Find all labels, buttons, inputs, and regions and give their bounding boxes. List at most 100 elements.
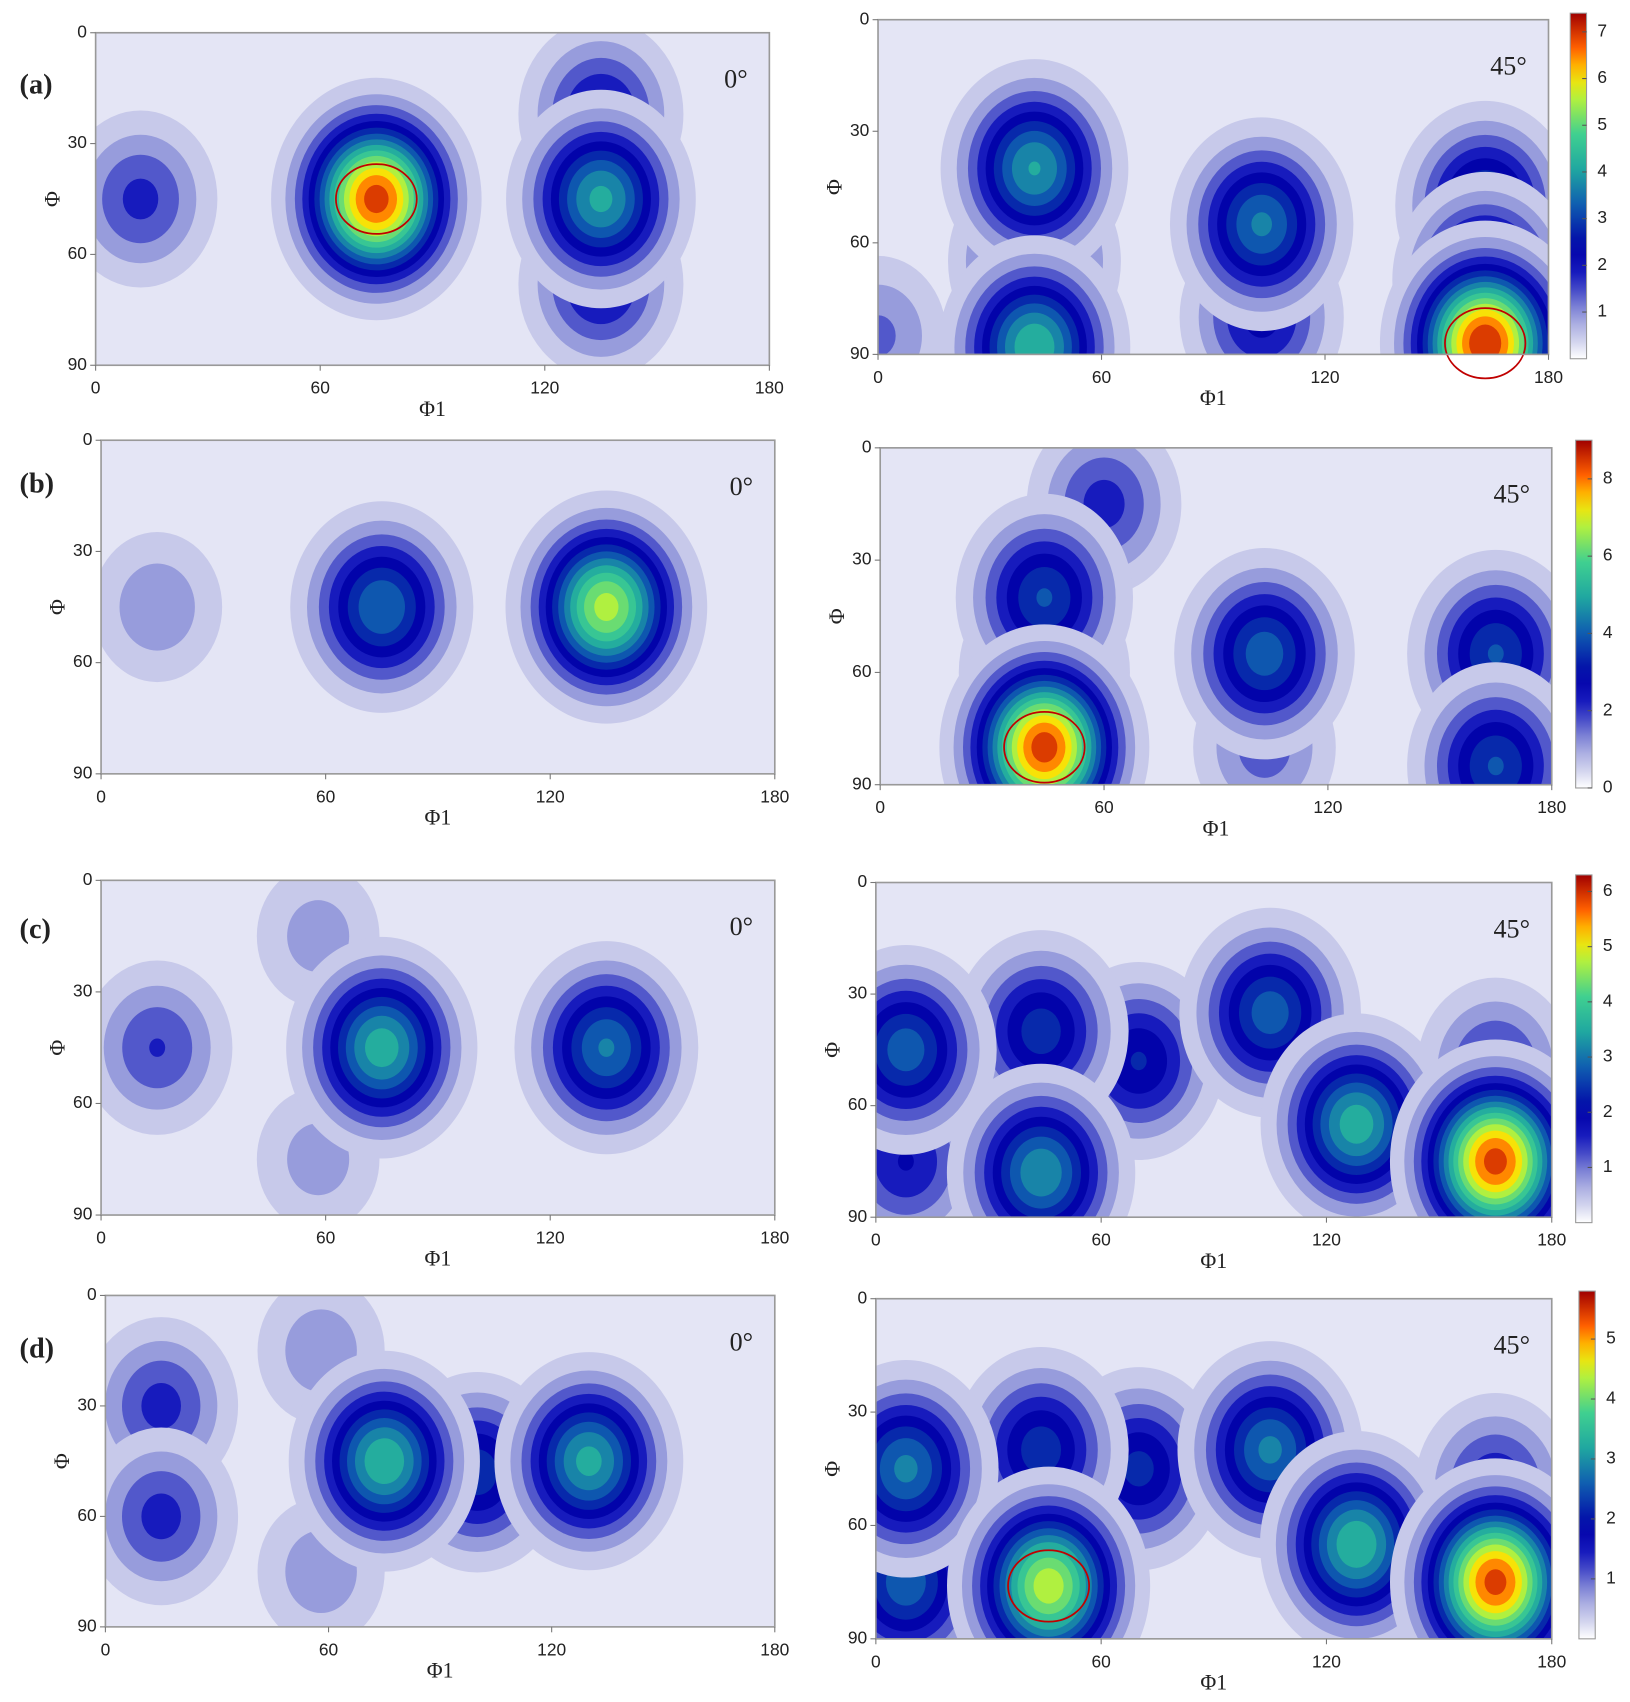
x-tick-label: 0 bbox=[871, 1651, 881, 1671]
x-tick-label: 60 bbox=[319, 1639, 338, 1659]
contour-band bbox=[1036, 588, 1053, 607]
contour-band bbox=[1258, 1436, 1282, 1464]
colorbar-tick-label: 1 bbox=[1597, 301, 1607, 321]
colorbar-tick-label: 1 bbox=[1603, 1156, 1613, 1176]
x-axis-label: Φ1 bbox=[1200, 386, 1227, 410]
panel: 0 60 120 180 0 30 60 90 Φ1 Φ 45° 0 2 4 6 8 bbox=[825, 436, 1613, 840]
plot-frame bbox=[104, 1294, 776, 1628]
angle-label: 0° bbox=[730, 912, 753, 941]
colorbar bbox=[1575, 439, 1593, 789]
y-tick-label: 30 bbox=[73, 980, 92, 1000]
highlight-ring bbox=[1007, 1549, 1091, 1623]
x-axis-label: Φ1 bbox=[419, 397, 446, 421]
x-tick-label: 120 bbox=[537, 1639, 566, 1659]
colorbar-tick-label: 3 bbox=[1603, 1046, 1613, 1066]
colorbar-tick-label: 4 bbox=[1597, 161, 1607, 181]
contour-band bbox=[364, 184, 389, 214]
contour-field bbox=[875, 1341, 1552, 1639]
contour-band bbox=[1336, 1520, 1377, 1568]
plot-frame bbox=[100, 439, 776, 775]
highlight-ring bbox=[1444, 307, 1527, 380]
y-tick-label: 90 bbox=[848, 1627, 867, 1647]
y-tick-label: 60 bbox=[848, 1094, 867, 1114]
contour-band bbox=[1251, 991, 1289, 1035]
contour-band bbox=[589, 185, 613, 213]
y-tick-label: 0 bbox=[862, 436, 872, 456]
y-tick-label: 90 bbox=[77, 1615, 96, 1635]
panel-label: (b) bbox=[20, 468, 55, 499]
x-tick-label: 60 bbox=[311, 378, 330, 398]
angle-label: 0° bbox=[724, 65, 747, 94]
contour-band bbox=[1487, 644, 1504, 664]
x-tick-label: 60 bbox=[316, 786, 335, 806]
angle-label: 0° bbox=[730, 472, 753, 501]
colorbar-tick-label: 6 bbox=[1597, 67, 1607, 87]
contour-band bbox=[1028, 161, 1041, 176]
plot-frame bbox=[875, 1297, 1553, 1640]
y-tick-label: 30 bbox=[852, 549, 871, 569]
y-axis-label: Φ bbox=[46, 599, 70, 615]
contour-field bbox=[101, 880, 699, 1216]
contour-band bbox=[1251, 212, 1273, 237]
y-tick-label: 0 bbox=[83, 869, 93, 889]
y-axis-label: Φ bbox=[40, 191, 64, 207]
y-tick-label: 90 bbox=[68, 354, 87, 374]
y-tick-label: 60 bbox=[848, 1514, 867, 1534]
contour-band bbox=[897, 1152, 914, 1171]
y-tick-label: 0 bbox=[860, 8, 870, 28]
colorbar-tick-label: 5 bbox=[1597, 114, 1607, 134]
angle-label: 45° bbox=[1494, 1331, 1531, 1360]
y-tick-label: 90 bbox=[852, 773, 871, 793]
x-tick-label: 180 bbox=[1537, 1230, 1566, 1250]
x-tick-label: 60 bbox=[1091, 1230, 1110, 1250]
y-tick-label: 30 bbox=[848, 1401, 867, 1421]
contour-band bbox=[364, 1028, 399, 1068]
colorbar-tick-label: 2 bbox=[1603, 1101, 1613, 1121]
contour-band bbox=[141, 1383, 181, 1429]
x-tick-label: 120 bbox=[1311, 367, 1340, 387]
colorbar-tick-label: 0 bbox=[1603, 777, 1613, 797]
y-tick-label: 60 bbox=[68, 243, 87, 263]
contour-band bbox=[887, 1028, 925, 1072]
y-tick-label: 90 bbox=[73, 762, 92, 782]
contour-field bbox=[101, 490, 708, 724]
panel-label: (d) bbox=[20, 1333, 55, 1364]
y-tick-label: 60 bbox=[77, 1505, 96, 1525]
x-tick-label: 180 bbox=[760, 1639, 789, 1659]
contour-field bbox=[875, 907, 1552, 1218]
y-axis-label: Φ bbox=[821, 1461, 845, 1477]
x-tick-label: 0 bbox=[875, 797, 885, 817]
colorbar bbox=[1575, 874, 1593, 1224]
x-axis-label: Φ1 bbox=[1203, 816, 1230, 840]
panel-label: (c) bbox=[20, 914, 51, 945]
x-tick-label: 60 bbox=[316, 1228, 335, 1248]
colorbar-tick-label: 4 bbox=[1603, 990, 1613, 1010]
x-tick-label: 60 bbox=[1092, 367, 1111, 387]
contour-band bbox=[1033, 1568, 1064, 1604]
y-tick-label: 30 bbox=[77, 1395, 96, 1415]
x-tick-label: 120 bbox=[530, 378, 559, 398]
contour-band bbox=[598, 1038, 615, 1057]
contour-band bbox=[122, 178, 159, 220]
y-tick-label: 90 bbox=[848, 1206, 867, 1226]
contour-band bbox=[1339, 1104, 1374, 1144]
colorbar-tick-label: 3 bbox=[1597, 207, 1607, 227]
x-axis-label: Φ1 bbox=[1200, 1249, 1227, 1273]
y-tick-label: 0 bbox=[87, 1284, 97, 1304]
contour-band bbox=[1487, 756, 1504, 776]
panel: 0 60 120 180 0 30 60 90 Φ1 Φ 45° 1 2 3 4 5 bbox=[821, 1287, 1617, 1694]
x-tick-label: 180 bbox=[755, 378, 784, 398]
x-tick-label: 180 bbox=[1537, 797, 1566, 817]
x-tick-label: 120 bbox=[536, 1228, 565, 1248]
plot-frame bbox=[875, 881, 1553, 1219]
plot-frame bbox=[100, 879, 776, 1216]
y-tick-label: 0 bbox=[857, 1287, 867, 1307]
x-axis-label: Φ1 bbox=[427, 1659, 454, 1683]
x-axis-label: Φ1 bbox=[425, 1247, 452, 1271]
colorbar bbox=[1569, 12, 1588, 360]
plot-frame bbox=[877, 18, 1550, 356]
x-tick-label: 60 bbox=[1091, 1651, 1110, 1671]
contour-band bbox=[1484, 1569, 1507, 1595]
x-axis-label: Φ1 bbox=[1200, 1670, 1227, 1694]
